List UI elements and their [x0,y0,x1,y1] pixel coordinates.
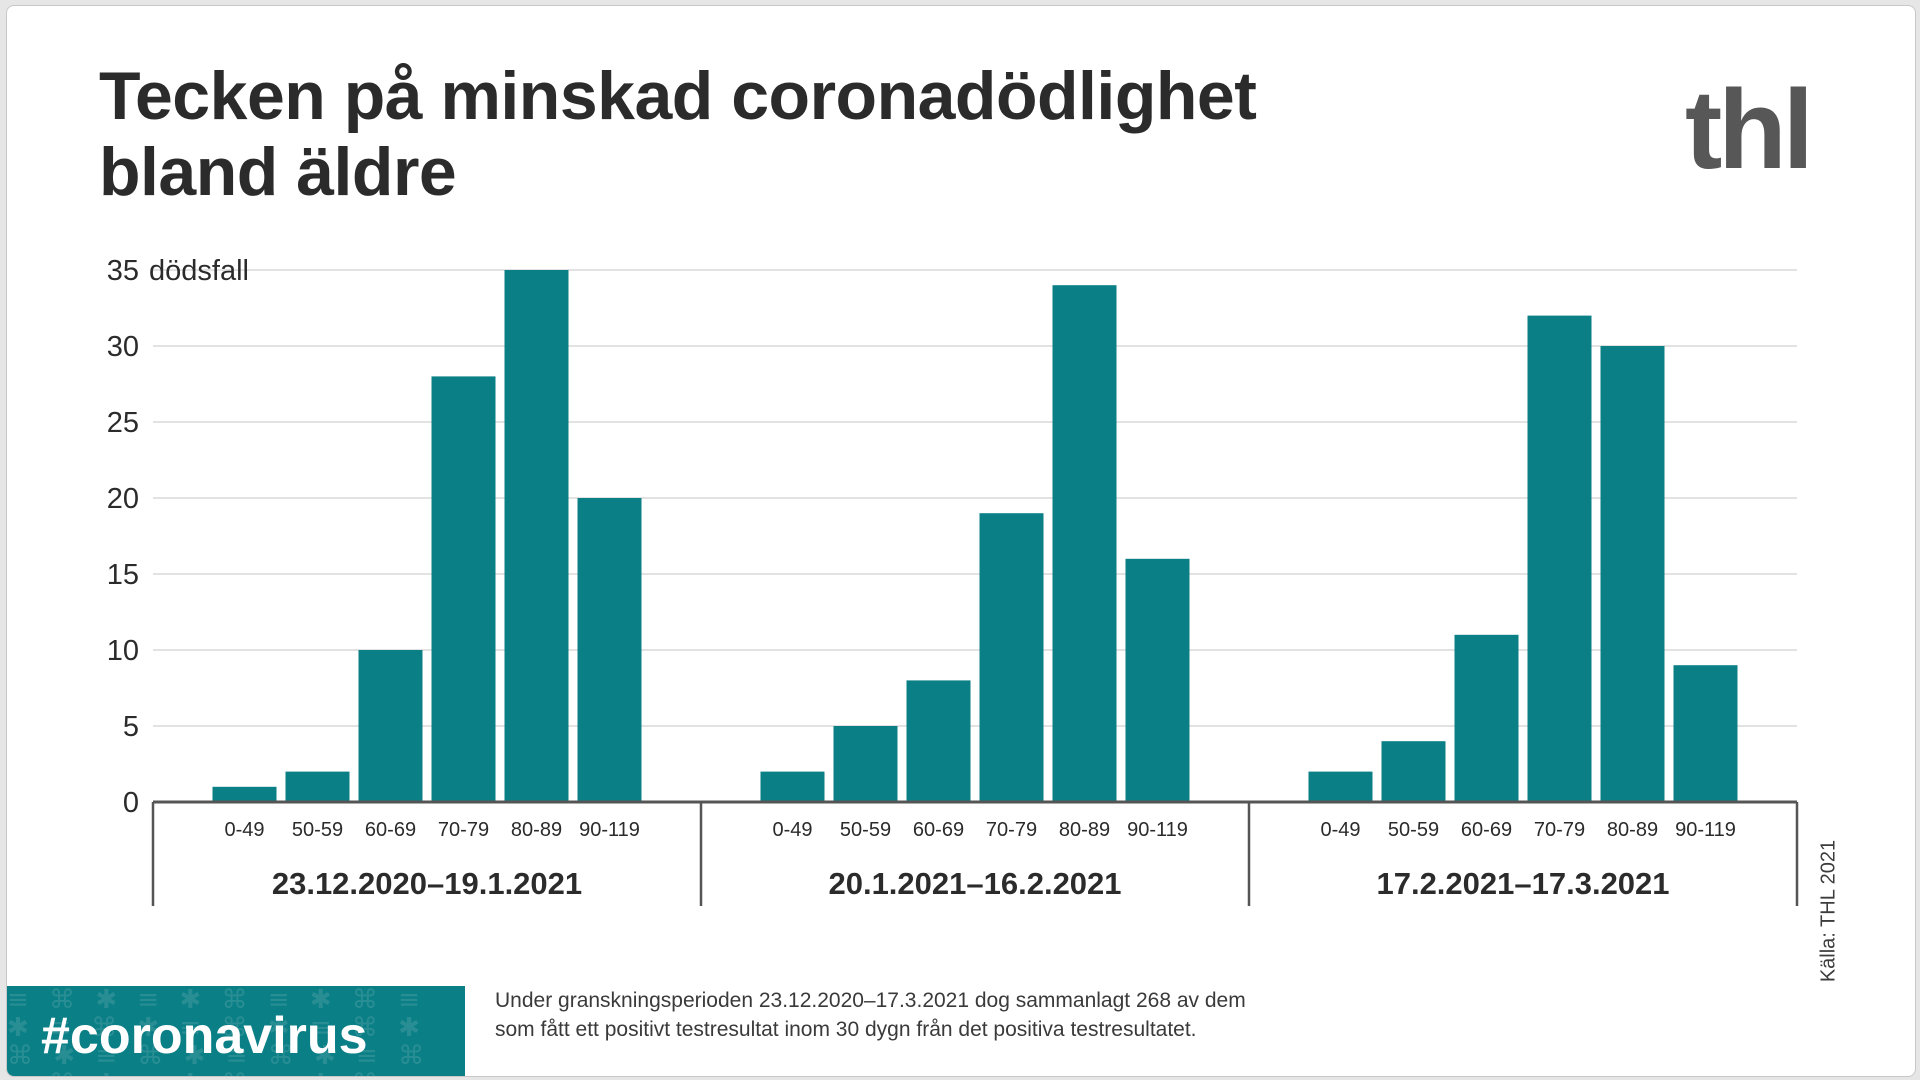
banner-pattern: ≡ ⌘ ✱ ≡ ✱ ⌘ ≡ ✱ ⌘ ≡ ✱ ≡ ⌘ ✱ ≡ ⌘ ✱ ≡ ⌘ ✱ ⌘ … [7,986,431,1076]
period-label: 23.12.2020–19.1.2021 [272,866,582,901]
bar [1381,741,1446,802]
period-label: 20.1.2021–16.2.2021 [828,866,1121,901]
bar [1454,634,1519,802]
y-tick-label: 15 [107,559,139,591]
bar [760,771,825,802]
infographic-card: Tecken på minskad coronadödlighet bland … [6,5,1916,1077]
chart-title-line-1: Tecken på minskad coronadödlighet [99,58,1257,134]
footnote-line-1: Under granskningsperioden 23.12.2020–17.… [495,989,1246,1012]
hashtag-label: #coronavirus [41,1007,368,1065]
x-tick-label: 60-69 [365,819,416,841]
x-tick-label: 90-119 [579,819,640,841]
period-label: 17.2.2021–17.3.2021 [1376,866,1669,901]
x-tick-label: 90-119 [1675,819,1736,841]
bar [358,650,423,802]
x-tick-label: 0-49 [224,819,264,841]
x-tick-label: 50-59 [292,819,343,841]
chart-title-line-2: bland äldre [99,134,457,210]
bar [431,376,496,802]
x-tick-label: 70-79 [438,819,489,841]
x-tick-label: 90-119 [1127,819,1188,841]
y-tick-label: 5 [123,711,139,743]
bar [212,786,277,802]
bar [906,680,971,802]
x-tick-label: 0-49 [1320,819,1360,841]
bar [577,498,642,802]
bar [1600,346,1665,802]
y-tick-label: 0 [123,787,139,819]
thl-logo: thl [1685,67,1814,192]
y-unit-label: dödsfall [149,255,249,287]
x-tick-label: 50-59 [840,819,891,841]
bar [1527,315,1592,802]
bar [1308,771,1373,802]
x-tick-label: 70-79 [986,819,1037,841]
bar [979,513,1044,802]
footnote: Under granskningsperioden 23.12.2020–17.… [495,986,1395,1044]
y-tick-label: 35 [107,255,139,287]
source-note: Källa: THL 2021 [1817,839,1840,983]
x-tick-label: 50-59 [1388,819,1439,841]
bar-chart: 0 5 10 15 20 25 30 35 dödsfall 0-49 50-59 60-69 70-7… [107,255,1799,906]
x-tick-label: 0-49 [772,819,812,841]
y-tick-label: 10 [107,635,139,667]
bar [833,726,898,802]
bar [1673,665,1738,802]
y-tick-label: 30 [107,331,139,363]
x-tick-label: 60-69 [913,819,964,841]
bar [1125,558,1190,802]
x-tick-label: 60-69 [1461,819,1512,841]
x-tick-label: 80-89 [1059,819,1110,841]
bar [504,270,569,802]
x-tick-label: 70-79 [1534,819,1585,841]
x-tick-label: 80-89 [1607,819,1658,841]
footnote-line-2: som fått ett positivt testresultat inom … [495,1018,1197,1041]
chart-title: Tecken på minskad coronadödlighet bland … [99,58,1257,210]
y-tick-label: 25 [107,407,139,439]
x-tick-label: 80-89 [511,819,562,841]
bar [285,771,350,802]
bar [1052,285,1117,802]
y-tick-label: 20 [107,483,139,515]
hashtag-banner: ≡ ⌘ ✱ ≡ ✱ ⌘ ≡ ✱ ⌘ ≡ ✱ ≡ ⌘ ✱ ≡ ⌘ ✱ ≡ ⌘ ✱ ⌘ … [7,986,465,1076]
